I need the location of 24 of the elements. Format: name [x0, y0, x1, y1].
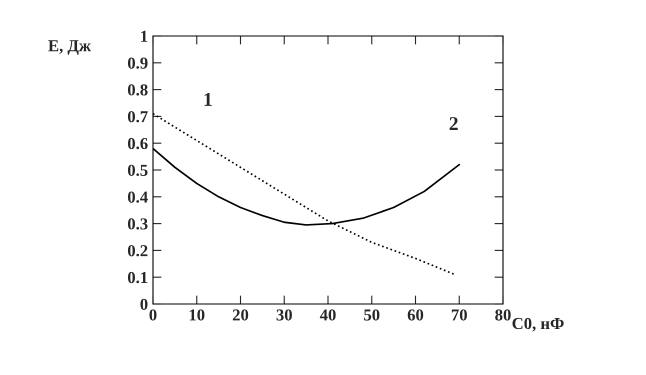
x-axis-title: C0, нФ: [512, 318, 564, 332]
y-tick-label: 0.4: [128, 192, 148, 203]
y-tick-label: 0.7: [128, 111, 148, 122]
x-tick-label: 60: [408, 309, 424, 321]
x-tick-label: 80: [495, 309, 511, 321]
series-label: 1: [204, 92, 212, 106]
y-tick-label: 0.5: [128, 164, 148, 176]
y-tick-label: 0.9: [128, 58, 148, 69]
x-tick-label: 50: [364, 309, 380, 321]
x-tick-label: 20: [232, 309, 248, 321]
y-tick-label: 0.2: [128, 245, 148, 256]
series-label: 2: [450, 117, 458, 130]
y-tick-label: 0.8: [128, 84, 148, 96]
y-tick-label: 0.6: [128, 138, 148, 150]
y-tick-label: 0: [140, 298, 148, 310]
y-tick-label: 0.3: [128, 218, 148, 230]
x-tick-label: 40: [320, 309, 336, 321]
x-tick-label: 10: [190, 309, 204, 321]
x-tick-label: 30: [276, 309, 292, 321]
y-axis-title: E, Дж: [48, 40, 91, 55]
x-tick-label: 0: [149, 309, 157, 321]
y-tick-label: 1: [141, 30, 148, 42]
x-tick-label: 70: [452, 309, 467, 321]
y-tick-label: 0.1: [128, 272, 148, 284]
